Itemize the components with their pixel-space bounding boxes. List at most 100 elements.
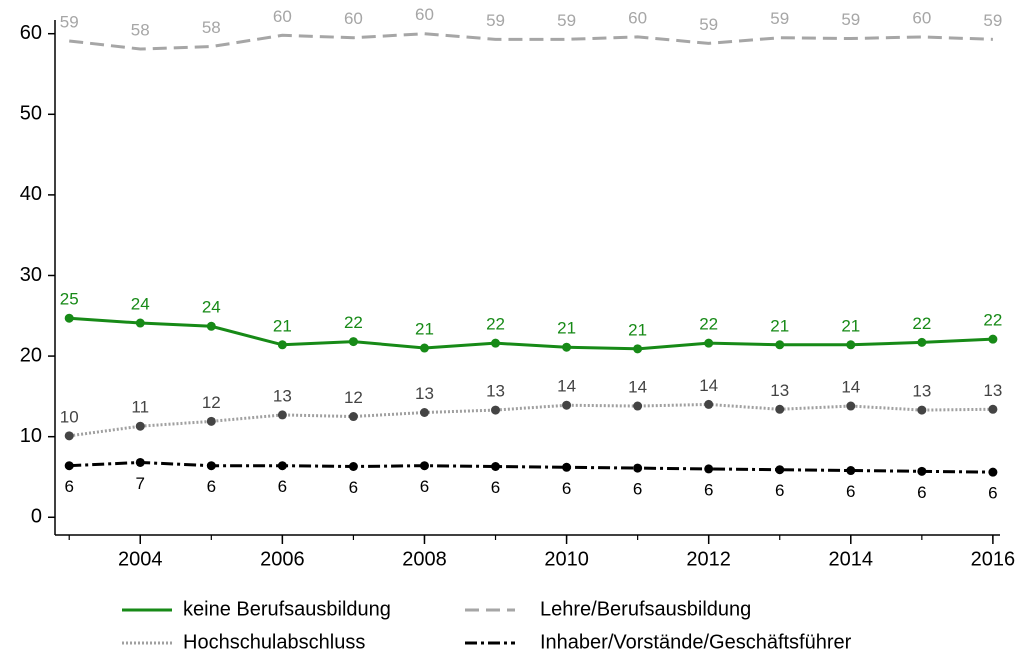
- y-tick-label: 0: [31, 506, 42, 528]
- point: [917, 405, 927, 415]
- value-label: 60: [415, 5, 434, 24]
- value-label: 58: [202, 18, 221, 37]
- value-label: 6: [633, 480, 642, 499]
- point: [775, 404, 785, 414]
- point: [277, 461, 287, 471]
- point: [206, 461, 216, 471]
- point: [917, 337, 927, 347]
- value-label: 7: [136, 474, 145, 493]
- value-label: 6: [491, 478, 500, 497]
- point: [206, 321, 216, 331]
- value-label: 21: [841, 316, 860, 335]
- value-label: 59: [699, 15, 718, 34]
- point: [704, 399, 714, 409]
- value-label: 21: [628, 320, 647, 339]
- legend-label: Hochschulabschluss: [183, 631, 365, 653]
- value-label: 22: [344, 313, 363, 332]
- value-label: 59: [557, 11, 576, 30]
- value-label: 12: [344, 388, 363, 407]
- point: [135, 457, 145, 467]
- value-label: 21: [415, 320, 434, 339]
- point: [775, 340, 785, 350]
- value-label: 14: [557, 377, 576, 396]
- x-tick-label: 2004: [118, 548, 163, 570]
- point: [988, 404, 998, 414]
- value-label: 60: [273, 7, 292, 26]
- point: [348, 412, 358, 422]
- x-tick-label: 2008: [402, 548, 447, 570]
- value-label: 22: [699, 315, 718, 334]
- value-label: 22: [912, 314, 931, 333]
- point: [348, 337, 358, 347]
- value-label: 6: [775, 481, 784, 500]
- value-label: 24: [131, 295, 150, 314]
- point: [491, 338, 501, 348]
- point: [135, 421, 145, 431]
- point: [64, 313, 74, 323]
- value-label: 13: [983, 381, 1002, 400]
- point: [633, 401, 643, 411]
- point: [491, 461, 501, 471]
- value-label: 14: [628, 378, 647, 397]
- legend-label: Inhaber/Vorstände/Geschäftsführer: [540, 631, 852, 653]
- value-label: 25: [60, 290, 79, 309]
- value-label: 11: [131, 398, 149, 417]
- value-label: 58: [131, 20, 150, 39]
- point: [775, 465, 785, 475]
- y-tick-label: 40: [20, 183, 42, 205]
- point: [846, 401, 856, 411]
- y-tick-label: 30: [20, 264, 42, 286]
- value-label: 60: [344, 9, 363, 28]
- value-label: 22: [983, 311, 1002, 330]
- value-label: 6: [349, 478, 358, 497]
- legend-label: keine Berufsausbildung: [183, 598, 391, 620]
- point: [562, 342, 572, 352]
- value-label: 60: [912, 8, 931, 27]
- value-label: 13: [912, 382, 931, 401]
- value-label: 14: [699, 376, 718, 395]
- value-label: 13: [273, 386, 292, 405]
- point: [633, 463, 643, 473]
- point: [704, 338, 714, 348]
- point: [419, 407, 429, 417]
- value-label: 59: [983, 11, 1002, 30]
- point: [704, 464, 714, 474]
- value-label: 13: [770, 381, 789, 400]
- point: [562, 400, 572, 410]
- value-label: 6: [278, 477, 287, 496]
- point: [348, 461, 358, 471]
- point: [419, 343, 429, 353]
- point: [64, 461, 74, 471]
- value-label: 6: [917, 483, 926, 502]
- point: [846, 340, 856, 350]
- value-label: 59: [60, 12, 79, 31]
- value-label: 59: [841, 10, 860, 29]
- x-tick-label: 2016: [971, 548, 1016, 570]
- point: [917, 466, 927, 476]
- value-label: 59: [486, 11, 505, 30]
- value-label: 13: [486, 382, 505, 401]
- value-label: 6: [207, 477, 216, 496]
- x-tick-label: 2012: [686, 548, 731, 570]
- point: [135, 318, 145, 328]
- point: [988, 467, 998, 477]
- value-label: 24: [202, 298, 221, 317]
- value-label: 6: [562, 479, 571, 498]
- series-line: [69, 32, 993, 51]
- x-tick-label: 2006: [260, 548, 305, 570]
- value-label: 21: [770, 316, 789, 335]
- point: [277, 340, 287, 350]
- value-label: 6: [704, 480, 713, 499]
- x-tick-label: 2014: [829, 548, 874, 570]
- value-label: 6: [846, 482, 855, 501]
- point: [988, 334, 998, 344]
- point: [277, 410, 287, 420]
- y-tick-label: 10: [20, 425, 42, 447]
- value-label: 60: [628, 8, 647, 27]
- point: [846, 466, 856, 476]
- value-label: 6: [64, 477, 73, 496]
- series-line: [69, 316, 993, 351]
- point: [419, 461, 429, 471]
